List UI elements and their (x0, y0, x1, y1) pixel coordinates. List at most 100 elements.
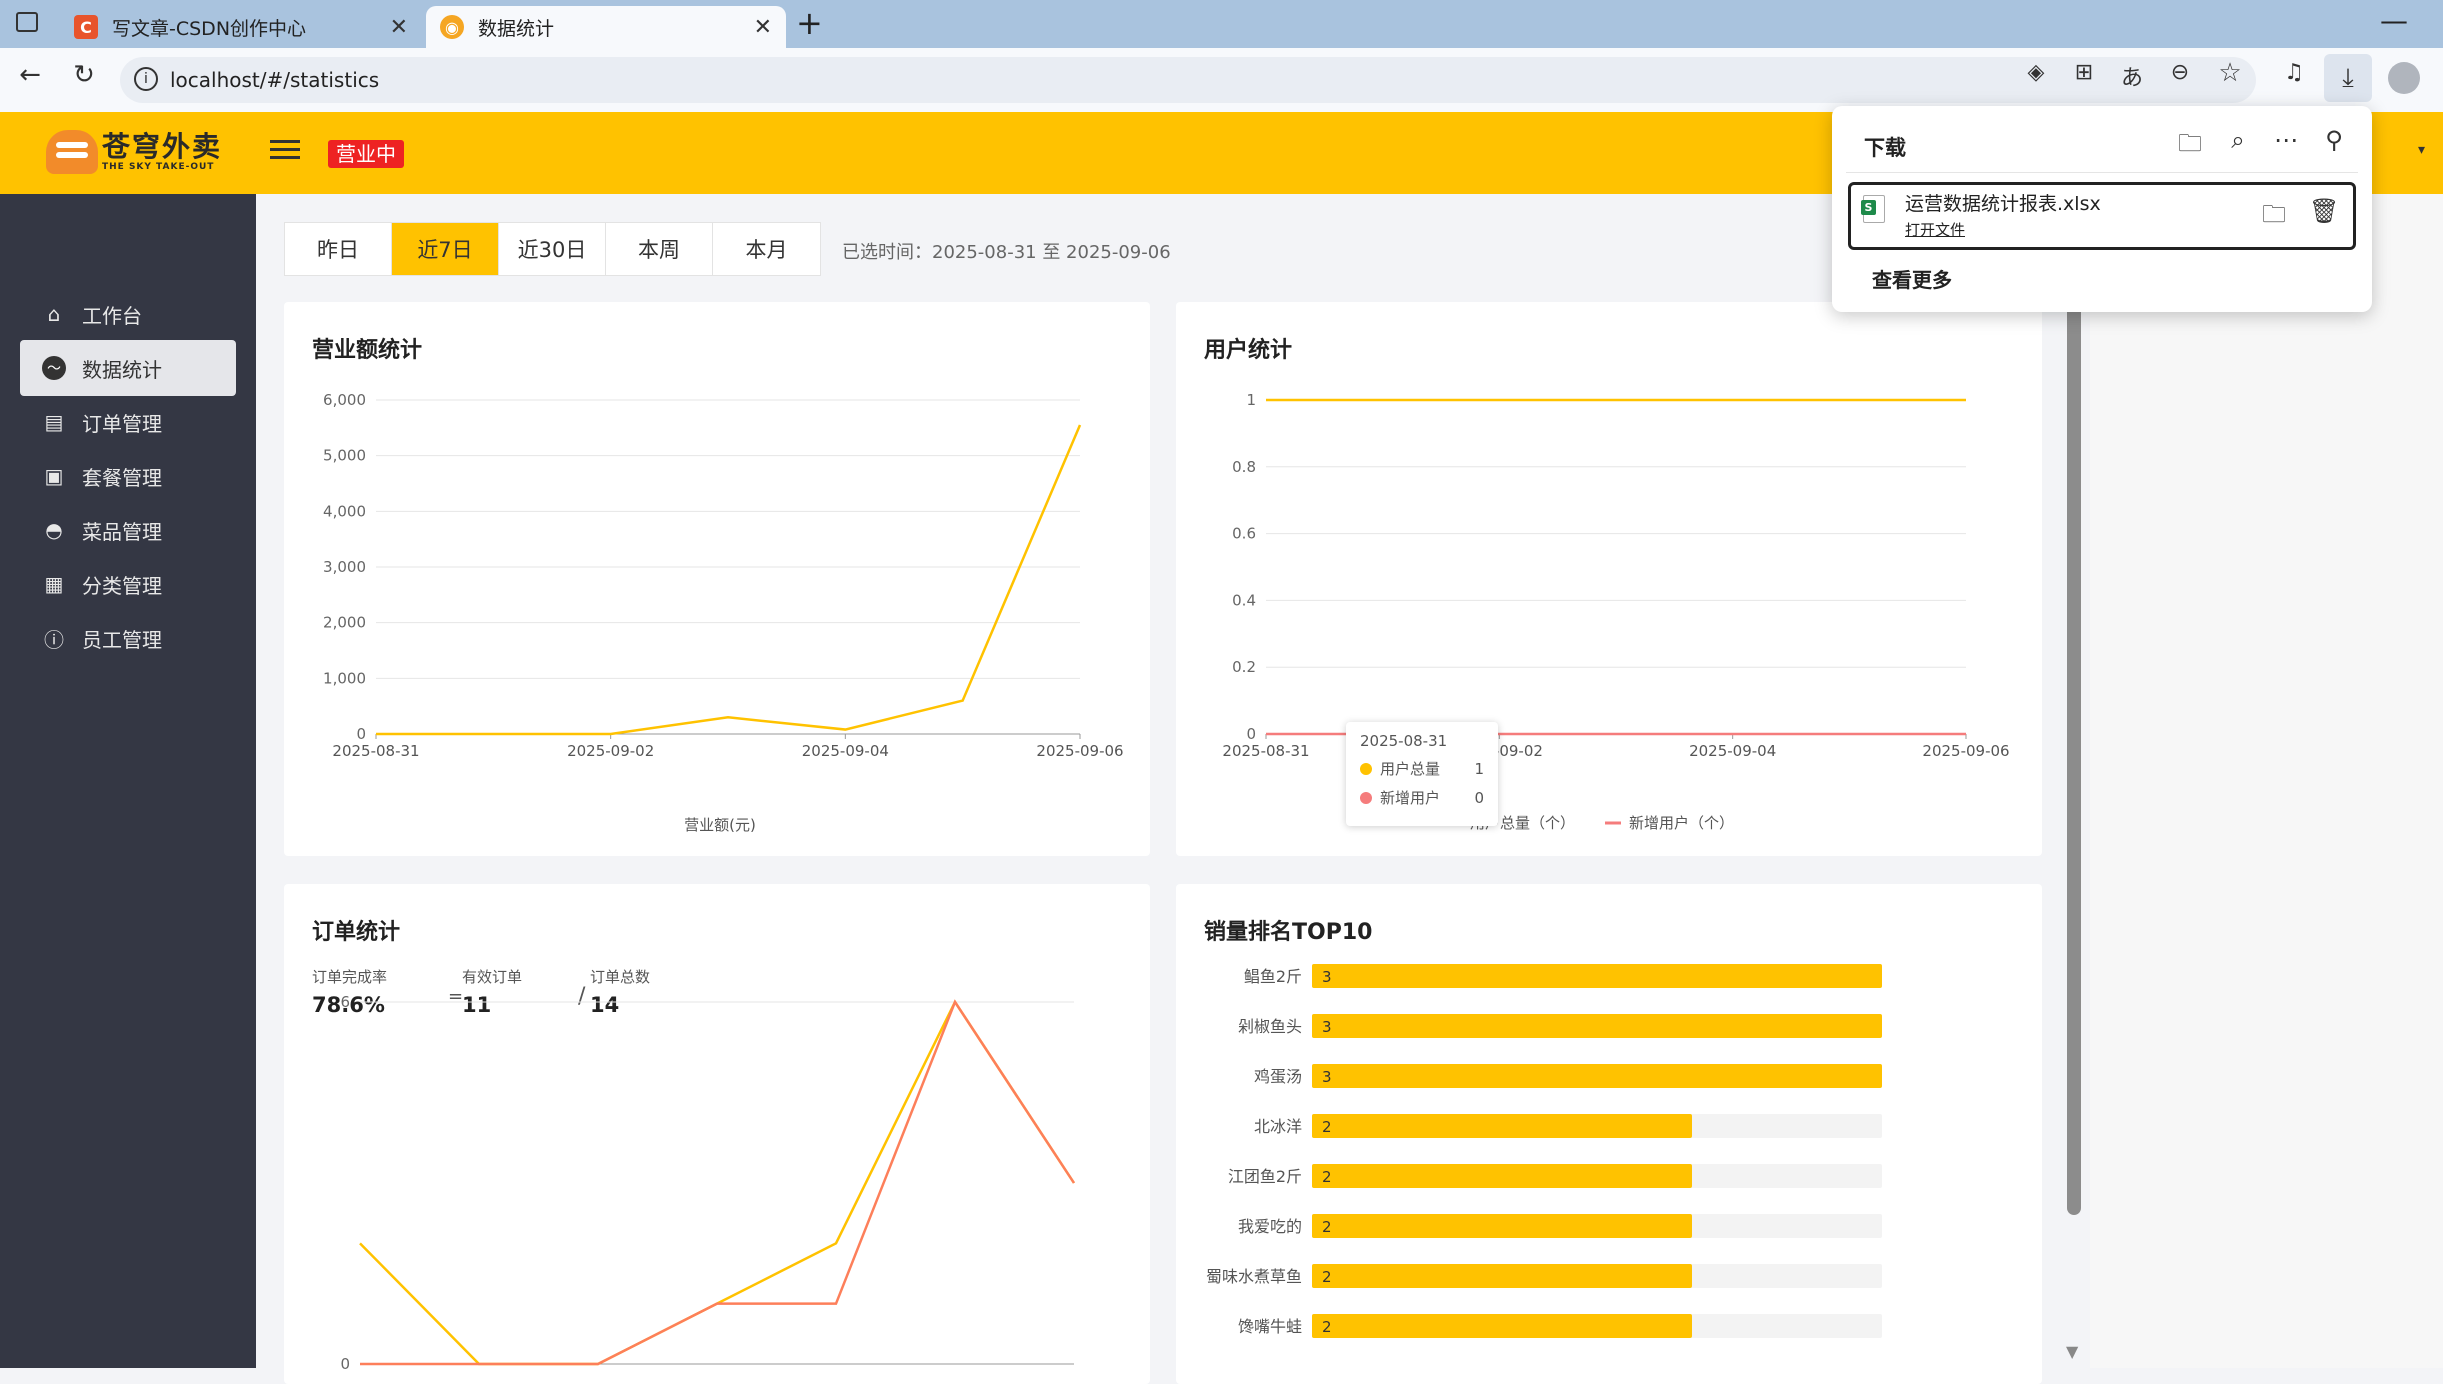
search-icon[interactable]: ⌕ (2231, 126, 2245, 154)
tab-this-week[interactable]: 本周 (606, 223, 713, 275)
split-screen-icon[interactable]: ⊞ (2074, 60, 2094, 85)
valid-value: 11 (462, 993, 492, 1017)
pin-icon[interactable]: ⚲ (2325, 126, 2343, 154)
y-tick-label: 0 (356, 725, 366, 743)
valid-orders: 有效订单 11 (462, 966, 522, 1017)
top10-card: 销量排名TOP10 鲳鱼2斤 3 剁椒鱼头 3 鸡蛋汤 3 北冰洋 2 江团鱼2斤 2 我爱吃的 2 蜀… (1176, 884, 2042, 1384)
translate-icon[interactable]: あ (2120, 66, 2143, 91)
data-label: 3 (1322, 1018, 1332, 1036)
category-label: 江团鱼2斤 (1228, 1167, 1302, 1186)
favorite-star-icon[interactable]: ☆ (2218, 58, 2242, 88)
card-title: 营业额统计 (312, 338, 423, 363)
y-tick-label: 0.8 (1232, 458, 1256, 476)
download-item[interactable]: 运营数据统计报表.xlsx 打开文件 🗀 🗑 (1848, 182, 2356, 250)
tab-csdn[interactable]: C 写文章-CSDN创作中心 ✕ (60, 6, 422, 48)
folder-icon[interactable]: 🗀 (2178, 129, 2202, 157)
y-tick-label: 5,000 (323, 447, 366, 465)
orders-chart[interactable]: 06 (284, 884, 1150, 1384)
y-tick-label: 0 (340, 1355, 350, 1373)
right-pane (2090, 194, 2443, 1368)
profile-avatar-icon[interactable] (2388, 62, 2420, 94)
data-label: 3 (1322, 968, 1332, 986)
sidebar-item-label: 订单管理 (82, 411, 162, 436)
brand-name: 苍穹外卖 (102, 130, 223, 163)
chart-icon: 〜 (42, 356, 66, 380)
y-tick-label: 4,000 (323, 502, 366, 520)
bar (1312, 1114, 1692, 1138)
dish-icon: ◓ (45, 518, 63, 542)
x-tick-label: 2025-09-02 (567, 742, 654, 760)
sidebar-item-orders[interactable]: ▤ 订单管理 (20, 394, 236, 450)
scroll-down-arrow-icon[interactable]: ▼ (2066, 1342, 2079, 1361)
tooltip-new-value: 0 (1474, 788, 1484, 807)
more-icon[interactable]: ⋯ (2274, 126, 2298, 154)
completion-value: 78.6% (312, 993, 385, 1017)
tab-last-7-days[interactable]: 近7日 (392, 223, 499, 275)
bar (1312, 1264, 1692, 1288)
sidebar-item-employees[interactable]: ⓘ 员工管理 (20, 610, 236, 666)
data-label: 2 (1322, 1318, 1332, 1336)
bar (1312, 1064, 1882, 1088)
back-icon[interactable]: ← (19, 60, 41, 90)
bar (1312, 1314, 1692, 1338)
menu-toggle-icon[interactable] (270, 140, 300, 166)
gift-icon: ▣ (44, 464, 64, 488)
tab-statistics[interactable]: ◉ 数据统计 ✕ (426, 6, 786, 48)
close-icon[interactable]: ✕ (753, 14, 772, 40)
y-tick-label: 0.4 (1232, 591, 1256, 609)
new-tab-button[interactable]: + (796, 4, 823, 42)
browser-toolbar: ← ↻ i localhost/#/statistics ◈ ⊞ あ ⊖ ☆ ♫… (0, 48, 2443, 112)
show-in-folder-icon[interactable]: 🗀 (2262, 200, 2286, 228)
downloads-title: 下载 (1864, 136, 1906, 160)
status-badge: 营业中 (328, 140, 404, 168)
brand-logo[interactable]: 苍穹外卖 THE SKY TAKE-OUT (46, 130, 222, 174)
category-label: 鸡蛋汤 (1254, 1067, 1302, 1086)
category-label: 蜀味水煮草鱼 (1206, 1267, 1302, 1286)
category-label: 剁椒鱼头 (1238, 1017, 1302, 1036)
sidebar-item-category[interactable]: ▦ 分类管理 (20, 556, 236, 612)
y-tick-label: 6 (340, 993, 350, 1011)
dropdown-arrow-icon[interactable]: ▾ (2418, 142, 2426, 158)
sidebar-item-statistics[interactable]: 〜 数据统计 (20, 340, 236, 396)
delete-icon[interactable]: 🗑 (2309, 197, 2340, 225)
vertical-scrollbar[interactable] (2067, 300, 2081, 1215)
sidebar-item-workbench[interactable]: ⌂ 工作台 (20, 286, 236, 342)
music-icon[interactable]: ♫ (2284, 60, 2304, 85)
info-icon[interactable]: i (134, 67, 158, 91)
url-text: localhost/#/statistics (170, 68, 380, 92)
category-label: 我爱吃的 (1238, 1217, 1302, 1236)
grid-icon: ▦ (44, 572, 64, 596)
zoom-icon[interactable]: ⊖ (2170, 60, 2190, 85)
minimize-button[interactable]: — (2380, 4, 2408, 37)
x-tick-label: 2025-08-31 (332, 742, 419, 760)
info-icon: ⓘ (44, 627, 64, 652)
tooltip-new-label: 新增用户 (1380, 789, 1441, 807)
sidebar-item-dishes[interactable]: ◓ 菜品管理 (20, 502, 236, 558)
top10-chart[interactable]: 鲳鱼2斤 3 剁椒鱼头 3 鸡蛋汤 3 北冰洋 2 江团鱼2斤 2 我爱吃的 2 蜀味水煮草鱼 2 馋嘴牛蛙… (1176, 884, 2042, 1384)
bar (1312, 1164, 1692, 1188)
open-file-link[interactable]: 打开文件 (1905, 221, 1966, 239)
bar (1312, 1214, 1692, 1238)
downloads-button[interactable]: ⤓ (2324, 54, 2372, 102)
sidebar-item-label: 员工管理 (82, 627, 162, 652)
data-label: 2 (1322, 1268, 1332, 1286)
main-content: 昨日 近7日 近30日 本周 本月 已选时间：2025-08-31 至 2025… (256, 194, 2076, 1384)
address-bar[interactable]: i localhost/#/statistics (120, 57, 2256, 103)
tab-actions-icon[interactable] (16, 12, 38, 32)
turnover-chart[interactable]: 0 1,000 2,000 3,000 4,000 5,000 6,000 2025-08-3… (284, 302, 1150, 856)
sidebar-item-label: 工作台 (82, 303, 142, 328)
brand-tagline: THE SKY TAKE-OUT (102, 162, 215, 172)
close-icon[interactable]: ✕ (389, 14, 408, 40)
tab-title: 数据统计 (478, 17, 555, 40)
tab-this-month[interactable]: 本月 (745, 238, 788, 262)
sidebar-item-setmeal[interactable]: ▣ 套餐管理 (20, 448, 236, 504)
data-label: 2 (1322, 1168, 1332, 1186)
data-label: 2 (1322, 1118, 1332, 1136)
copilot-icon[interactable]: ◈ (2027, 60, 2045, 85)
tab-last-30-days[interactable]: 近30日 (499, 223, 606, 275)
completion-rate: 订单完成率 78.6% (312, 966, 387, 1017)
reload-icon[interactable]: ↻ (73, 60, 95, 90)
tab-yesterday[interactable]: 昨日 (285, 223, 392, 275)
see-more-link[interactable]: 查看更多 (1872, 268, 1952, 292)
